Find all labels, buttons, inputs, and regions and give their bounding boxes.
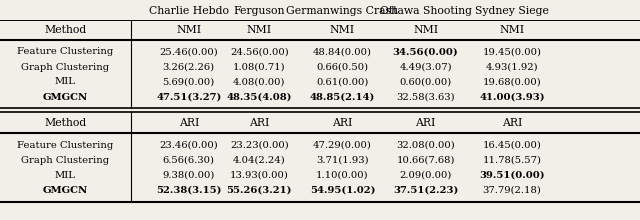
Text: 0.61(0.00): 0.61(0.00)	[316, 77, 369, 86]
Text: 19.45(0.00): 19.45(0.00)	[483, 48, 541, 57]
Text: 1.10(0.00): 1.10(0.00)	[316, 170, 369, 180]
Text: 48.84(0.00): 48.84(0.00)	[313, 48, 372, 57]
Text: 6.56(6.30): 6.56(6.30)	[163, 156, 215, 165]
Text: 37.79(2.18): 37.79(2.18)	[483, 185, 541, 194]
Text: 2.09(0.00): 2.09(0.00)	[399, 170, 452, 180]
Text: NMI: NMI	[176, 25, 202, 35]
Text: 4.93(1.92): 4.93(1.92)	[486, 62, 538, 72]
Text: Ferguson: Ferguson	[234, 6, 285, 16]
Text: 19.68(0.00): 19.68(0.00)	[483, 77, 541, 86]
Text: 4.49(3.07): 4.49(3.07)	[399, 62, 452, 72]
Text: 32.58(3.63): 32.58(3.63)	[396, 92, 455, 101]
Text: 0.66(0.50): 0.66(0.50)	[316, 62, 369, 72]
Text: 55.26(3.21): 55.26(3.21)	[227, 185, 292, 194]
Text: 47.51(3.27): 47.51(3.27)	[156, 92, 221, 101]
Text: ARI: ARI	[249, 118, 269, 128]
Text: NMI: NMI	[330, 25, 355, 35]
Text: ARI: ARI	[179, 118, 199, 128]
Text: 39.51(0.00): 39.51(0.00)	[479, 170, 545, 180]
Text: 10.66(7.68): 10.66(7.68)	[396, 156, 455, 165]
Text: 47.29(0.00): 47.29(0.00)	[313, 141, 372, 150]
Text: 11.78(5.57): 11.78(5.57)	[483, 156, 541, 165]
Text: 32.08(0.00): 32.08(0.00)	[396, 141, 455, 150]
Text: Sydney Siege: Sydney Siege	[475, 6, 549, 16]
Text: Germanwings Crash: Germanwings Crash	[287, 6, 398, 16]
Text: NMI: NMI	[499, 25, 525, 35]
Text: 37.51(2.23): 37.51(2.23)	[393, 185, 458, 194]
Text: 48.85(2.14): 48.85(2.14)	[310, 92, 375, 101]
Text: 24.56(0.00): 24.56(0.00)	[230, 48, 289, 57]
Text: 48.35(4.08): 48.35(4.08)	[227, 92, 292, 101]
Text: GMGCN: GMGCN	[43, 92, 88, 101]
Text: 0.60(0.00): 0.60(0.00)	[399, 77, 452, 86]
Text: 23.23(0.00): 23.23(0.00)	[230, 141, 289, 150]
Text: 52.38(3.15): 52.38(3.15)	[156, 185, 221, 194]
Text: 4.08(0.00): 4.08(0.00)	[233, 77, 285, 86]
Text: ARI: ARI	[332, 118, 353, 128]
Text: Feature Clustering: Feature Clustering	[17, 141, 113, 150]
Text: NMI: NMI	[246, 25, 272, 35]
Text: 3.26(2.26): 3.26(2.26)	[163, 62, 215, 72]
Text: 54.95(1.02): 54.95(1.02)	[310, 185, 375, 194]
Text: Method: Method	[44, 118, 86, 128]
Text: 3.71(1.93): 3.71(1.93)	[316, 156, 369, 165]
Text: 1.08(0.71): 1.08(0.71)	[233, 62, 285, 72]
Text: 23.46(0.00): 23.46(0.00)	[159, 141, 218, 150]
Text: MIL: MIL	[55, 170, 76, 180]
Text: Method: Method	[44, 25, 86, 35]
Text: Ottawa Shooting: Ottawa Shooting	[380, 6, 472, 16]
Text: GMGCN: GMGCN	[43, 185, 88, 194]
Text: 34.56(0.00): 34.56(0.00)	[393, 48, 458, 57]
Text: 4.04(2.24): 4.04(2.24)	[233, 156, 285, 165]
Text: Feature Clustering: Feature Clustering	[17, 48, 113, 57]
Text: 16.45(0.00): 16.45(0.00)	[483, 141, 541, 150]
Text: Charlie Hebdo: Charlie Hebdo	[148, 6, 229, 16]
Text: 5.69(0.00): 5.69(0.00)	[163, 77, 215, 86]
Text: ARI: ARI	[502, 118, 522, 128]
Text: MIL: MIL	[55, 77, 76, 86]
Text: Graph Clustering: Graph Clustering	[21, 156, 109, 165]
Text: NMI: NMI	[413, 25, 438, 35]
Text: 25.46(0.00): 25.46(0.00)	[159, 48, 218, 57]
Text: ARI: ARI	[415, 118, 436, 128]
Text: 13.93(0.00): 13.93(0.00)	[230, 170, 289, 180]
Text: 9.38(0.00): 9.38(0.00)	[163, 170, 215, 180]
Text: 41.00(3.93): 41.00(3.93)	[479, 92, 545, 101]
Text: Graph Clustering: Graph Clustering	[21, 62, 109, 72]
